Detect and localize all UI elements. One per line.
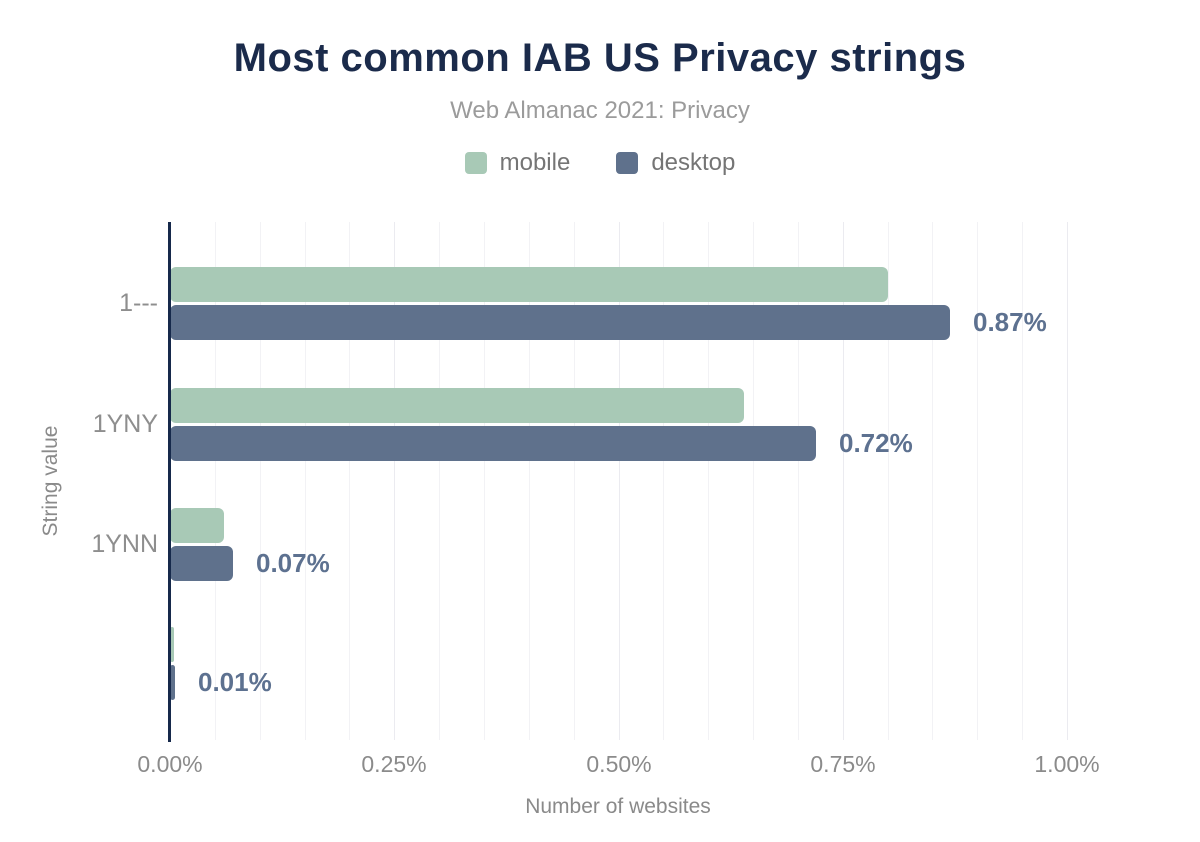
- minor-gridline: [349, 222, 350, 740]
- major-gridline: [394, 222, 395, 740]
- bar-mobile-1---[interactable]: [170, 267, 888, 302]
- minor-gridline: [977, 222, 978, 740]
- x-axis-title: Number of websites: [525, 795, 711, 818]
- minor-gridline: [484, 222, 485, 740]
- minor-gridline: [260, 222, 261, 740]
- x-tick-label: 0.25%: [361, 751, 427, 777]
- bar-mobile-blank[interactable]: [170, 627, 174, 662]
- minor-gridline: [888, 222, 889, 740]
- major-gridline: [843, 222, 844, 740]
- minor-gridline: [798, 222, 799, 740]
- x-tick-label: 1.00%: [1034, 751, 1100, 777]
- bar-desktop-blank[interactable]: [170, 665, 175, 700]
- major-gridline: [619, 222, 620, 740]
- legend-item-mobile[interactable]: mobile: [464, 149, 571, 177]
- bar-desktop-1YNY[interactable]: [170, 426, 816, 461]
- minor-gridline: [663, 222, 664, 740]
- bar-mobile-1YNY[interactable]: [170, 388, 744, 423]
- category-label-1YNN: 1YNN: [91, 530, 158, 558]
- legend-label: mobile: [499, 149, 571, 176]
- value-label-1YNY: 0.72%: [839, 428, 913, 458]
- chart-title: Most common IAB US Privacy strings: [233, 36, 967, 80]
- minor-gridline: [753, 222, 754, 740]
- minor-gridline: [439, 222, 440, 740]
- category-label-1---: 1---: [119, 289, 158, 317]
- minor-gridline: [305, 222, 306, 740]
- value-label-1---: 0.87%: [973, 307, 1047, 337]
- bar-desktop-1---[interactable]: [170, 305, 950, 340]
- plot-area: 0.87% 0.72% 0.07% 0.01%: [170, 222, 1107, 740]
- bar-mobile-1YNN[interactable]: [170, 508, 224, 543]
- legend-swatch-desktop: [616, 152, 639, 174]
- minor-gridline: [1022, 222, 1023, 740]
- minor-gridline: [529, 222, 530, 740]
- minor-gridline: [708, 222, 709, 740]
- y-axis-title: String value: [39, 425, 62, 537]
- value-label-1YNN: 0.07%: [256, 548, 330, 578]
- bar-desktop-1YNN[interactable]: [170, 546, 233, 581]
- legend-item-desktop[interactable]: desktop: [616, 149, 735, 177]
- x-tick-label: 0.75%: [810, 751, 876, 777]
- minor-gridline: [932, 222, 933, 740]
- x-tick-label: 0.00%: [137, 751, 203, 777]
- x-tick-label: 0.50%: [586, 751, 652, 777]
- category-label-1YNY: 1YNY: [92, 410, 158, 438]
- major-gridline: [1067, 222, 1068, 740]
- legend-label: desktop: [651, 149, 736, 176]
- legend-swatch-mobile: [464, 152, 487, 174]
- minor-gridline: [215, 222, 216, 740]
- minor-gridline: [574, 222, 575, 740]
- y-axis-line: [168, 222, 171, 742]
- chart-subtitle: Web Almanac 2021: Privacy: [450, 97, 750, 124]
- legend: mobile desktop: [0, 149, 1200, 177]
- value-label-blank: 0.01%: [198, 667, 272, 697]
